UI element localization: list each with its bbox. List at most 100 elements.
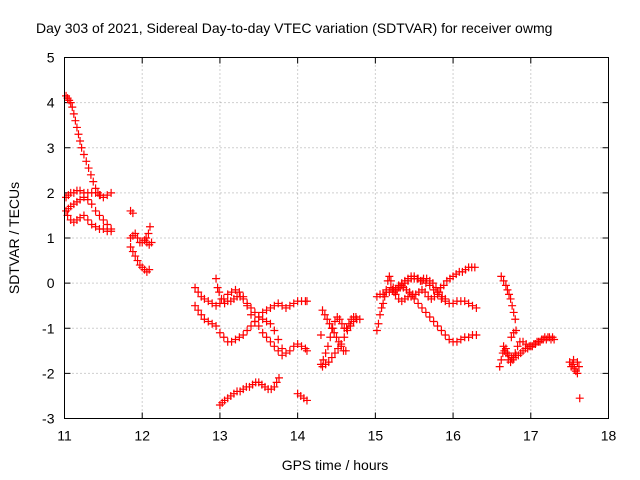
data-point bbox=[573, 358, 582, 367]
data-point bbox=[302, 297, 311, 306]
data-point bbox=[575, 394, 584, 403]
chart-title: Day 303 of 2021, Sidereal Day-to-day VTE… bbox=[36, 20, 552, 36]
data-point bbox=[142, 234, 151, 242]
y-tick-label: 5 bbox=[47, 50, 55, 66]
data-point bbox=[247, 321, 256, 330]
data-point bbox=[133, 256, 142, 265]
y-tick-label: -2 bbox=[42, 365, 55, 381]
data-point bbox=[215, 328, 224, 337]
y-axis-tick-labels: -3 -2 -1 0 1 2 3 4 5 bbox=[42, 50, 55, 427]
data-point bbox=[133, 234, 142, 242]
data-point bbox=[374, 319, 383, 328]
data-point bbox=[194, 306, 203, 315]
data-point bbox=[325, 319, 334, 328]
data-point bbox=[330, 349, 339, 358]
data-point bbox=[505, 290, 514, 299]
data-point bbox=[323, 342, 332, 351]
data-point bbox=[499, 276, 508, 285]
data-point bbox=[343, 326, 352, 335]
data-point bbox=[472, 303, 481, 312]
data-point bbox=[355, 315, 364, 324]
data-point bbox=[499, 342, 508, 351]
data-point bbox=[144, 229, 153, 238]
data-point bbox=[337, 319, 346, 328]
x-tick-label: 14 bbox=[290, 428, 306, 444]
data-point bbox=[262, 333, 271, 342]
data-point bbox=[83, 195, 92, 204]
data-point bbox=[239, 294, 248, 303]
x-tick-label: 11 bbox=[57, 428, 72, 444]
data-point bbox=[513, 342, 522, 351]
data-point bbox=[145, 222, 154, 231]
y-tick-label: 2 bbox=[47, 185, 55, 201]
data-point bbox=[254, 321, 263, 330]
data-point bbox=[431, 283, 440, 292]
data-point bbox=[495, 362, 504, 371]
data-point bbox=[79, 150, 88, 159]
data-point bbox=[386, 283, 395, 292]
data-point bbox=[239, 331, 248, 340]
data-point bbox=[82, 157, 91, 166]
data-point bbox=[99, 215, 108, 224]
data-point bbox=[508, 355, 517, 364]
data-point bbox=[254, 312, 263, 321]
data-point bbox=[437, 326, 446, 335]
data-point bbox=[128, 247, 137, 256]
data-point bbox=[91, 206, 100, 215]
data-point bbox=[341, 346, 350, 355]
data-point bbox=[235, 288, 244, 297]
data-point bbox=[430, 292, 439, 301]
data-point bbox=[250, 317, 259, 326]
data-point bbox=[321, 349, 330, 358]
data-point bbox=[320, 310, 329, 319]
data-point bbox=[377, 303, 386, 312]
data-point bbox=[86, 170, 95, 179]
data-point bbox=[428, 279, 437, 288]
data-point bbox=[131, 229, 140, 238]
data-point bbox=[330, 317, 339, 326]
data-point bbox=[145, 265, 154, 274]
data-point bbox=[66, 98, 75, 107]
data-point bbox=[243, 326, 252, 335]
data-point bbox=[439, 281, 448, 290]
data-point bbox=[247, 310, 256, 319]
y-tick-label: 4 bbox=[47, 95, 55, 111]
data-point bbox=[272, 378, 281, 387]
y-tick-label: -3 bbox=[42, 411, 55, 427]
data-point bbox=[72, 123, 81, 132]
data-point bbox=[386, 276, 395, 285]
data-point bbox=[573, 369, 582, 378]
data-point bbox=[435, 288, 444, 297]
data-point bbox=[501, 349, 510, 358]
data-point bbox=[147, 238, 156, 247]
y-tick-label: 3 bbox=[47, 140, 55, 156]
data-point bbox=[327, 353, 336, 362]
data-point bbox=[501, 281, 510, 290]
data-point bbox=[503, 285, 512, 294]
data-point bbox=[103, 220, 112, 229]
data-point bbox=[319, 355, 328, 364]
x-tick-label: 13 bbox=[212, 428, 228, 444]
data-point bbox=[497, 355, 506, 364]
data-point bbox=[414, 299, 423, 308]
data-point bbox=[243, 301, 252, 310]
data-point bbox=[131, 252, 140, 261]
data-point bbox=[330, 328, 339, 337]
x-tick-label: 15 bbox=[368, 428, 384, 444]
data-point bbox=[410, 294, 419, 303]
data-point bbox=[79, 211, 88, 220]
data-point bbox=[213, 283, 222, 292]
data-point bbox=[441, 294, 450, 303]
data-point bbox=[212, 274, 221, 283]
data-point bbox=[278, 351, 287, 360]
data-point bbox=[327, 324, 336, 333]
data-point bbox=[421, 288, 430, 297]
plot-frame bbox=[64, 57, 609, 419]
data-point bbox=[270, 382, 279, 391]
data-point bbox=[316, 331, 325, 340]
y-axis-label: SDTVAR / TECUs bbox=[6, 182, 22, 294]
data-point bbox=[302, 346, 311, 355]
data-point bbox=[421, 308, 430, 317]
data-point bbox=[107, 188, 116, 197]
